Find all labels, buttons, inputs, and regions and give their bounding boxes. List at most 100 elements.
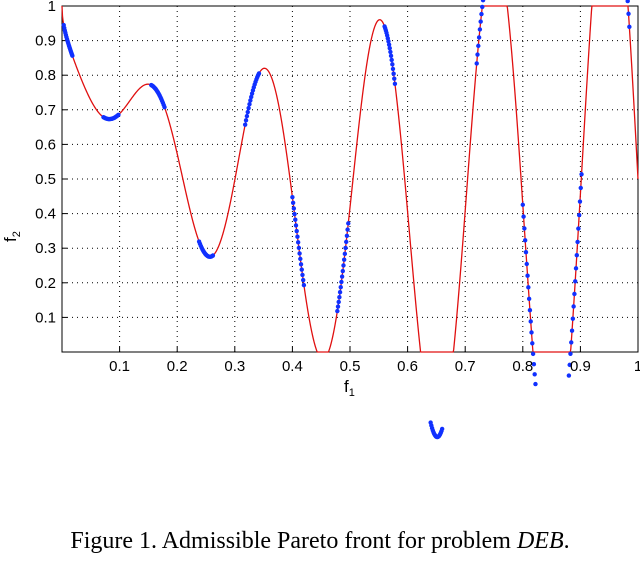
pareto-point: [566, 373, 572, 378]
pareto-point: [297, 251, 302, 256]
x-axis-label: f1: [344, 377, 355, 399]
pareto-chart: 0.1 0.2 0.3 0.4 0.5 0.6 0.7 0.8 0.9 1 0.10.20.30.…: [1, 0, 640, 440]
pareto-point: [335, 308, 340, 314]
pareto-point: [295, 234, 300, 239]
pareto-point: [387, 45, 392, 51]
pareto-point: [532, 372, 537, 377]
pareto-point: [524, 261, 529, 267]
x-axis-label-main: f: [344, 377, 349, 396]
x-tick-label: 0.1: [109, 358, 130, 375]
y-axis-label-main: f: [1, 237, 20, 242]
pareto-point: [388, 49, 393, 55]
pareto-point: [579, 172, 584, 177]
pareto-point: [342, 251, 348, 257]
pareto-point: [627, 24, 632, 30]
pareto-point: [340, 268, 345, 274]
pareto-point: [301, 282, 307, 288]
pareto-point: [576, 212, 582, 218]
pareto-point: [573, 279, 578, 284]
x-tick-label: 0.3: [224, 358, 245, 375]
pareto-point: [390, 66, 396, 72]
y-tick-label: 0.5: [35, 171, 56, 188]
pareto-point: [337, 294, 342, 300]
pareto-point: [574, 253, 579, 258]
x-tick-label: 0.4: [282, 358, 303, 375]
pareto-point: [521, 214, 526, 219]
pareto-point: [569, 340, 574, 345]
pareto-point: [242, 122, 248, 127]
pareto-point: [477, 27, 483, 32]
pareto-point: [210, 253, 216, 258]
pareto-point: [567, 362, 572, 368]
x-tick-label: 0.2: [167, 358, 188, 375]
pareto-point: [479, 11, 484, 17]
pareto-point: [389, 57, 394, 63]
pareto-point: [338, 284, 343, 290]
figure-caption: Figure 1. Admissible Pareto front for pr…: [0, 528, 640, 555]
pareto-point: [578, 185, 583, 191]
pareto-point: [70, 53, 75, 58]
caption-problem-name: DEB: [516, 528, 564, 554]
pareto-point: [522, 226, 527, 231]
pareto-point: [523, 250, 529, 255]
y-tick-label: 0.1: [35, 309, 56, 326]
pareto-point: [530, 351, 536, 357]
pareto-point: [346, 221, 351, 226]
pareto-point: [293, 223, 299, 228]
caption-suffix: .: [563, 528, 570, 554]
y-tick-label: 0.3: [35, 240, 56, 257]
pareto-point: [527, 308, 533, 313]
pareto-point: [573, 266, 579, 271]
pareto-point: [298, 262, 304, 267]
pareto-point: [572, 291, 577, 297]
pareto-point: [576, 226, 581, 231]
tick-marks: [62, 5, 639, 352]
pareto-points: [61, 0, 632, 440]
pareto-point: [294, 228, 299, 234]
x-tick-labels: 0.1 0.2 0.3 0.4 0.5 0.6 0.7 0.8 0.9 1: [109, 358, 640, 375]
x-tick-label: 1: [634, 358, 640, 375]
pareto-point: [386, 42, 392, 47]
pareto-point: [530, 341, 535, 346]
pareto-point: [570, 316, 576, 321]
pareto-point: [529, 330, 534, 335]
pareto-point: [392, 76, 397, 81]
pareto-point: [337, 290, 343, 295]
pareto-point: [249, 94, 254, 100]
plot-frame: [61, 5, 639, 353]
pareto-point: [248, 98, 253, 103]
pareto-point: [336, 299, 341, 305]
pareto-point: [390, 62, 395, 67]
pareto-point: [476, 43, 481, 49]
pareto-point: [345, 227, 350, 232]
pareto-point: [575, 239, 580, 245]
pareto-point: [520, 202, 525, 207]
x-axis-label-sub: 1: [349, 387, 355, 399]
y-axis-label: f2: [1, 231, 23, 242]
x-tick-label: 0.5: [340, 358, 361, 375]
pareto-point: [475, 52, 480, 57]
pareto-point: [116, 112, 121, 117]
x-tick-label: 0.8: [512, 358, 533, 375]
pareto-point: [528, 319, 533, 324]
pareto-point: [626, 11, 631, 16]
pareto-point: [290, 200, 296, 205]
y-tick-label: 0.7: [35, 102, 56, 119]
pareto-point: [339, 279, 344, 285]
pareto-point: [386, 39, 391, 44]
caption-prefix: Figure 1. Admissible Pareto front for pr…: [70, 528, 517, 554]
pareto-point: [162, 105, 167, 110]
pareto-point: [480, 0, 486, 3]
x-tick-label: 0.6: [397, 358, 418, 375]
pareto-point: [343, 245, 348, 251]
pareto-point: [531, 362, 537, 367]
y-tick-label: 0.4: [35, 206, 56, 223]
y-axis-label-sub: 2: [11, 231, 23, 237]
pareto-point: [474, 61, 479, 66]
y-tick-labels: 0.1 0.2 0.3 0.4 0.5 0.6 0.7 0.8 0.9 1: [35, 0, 56, 326]
pareto-point: [247, 102, 252, 107]
pareto-point: [335, 304, 341, 309]
pareto-point: [525, 273, 530, 278]
pareto-point: [478, 19, 483, 24]
y-tick-label: 0.6: [35, 136, 56, 153]
